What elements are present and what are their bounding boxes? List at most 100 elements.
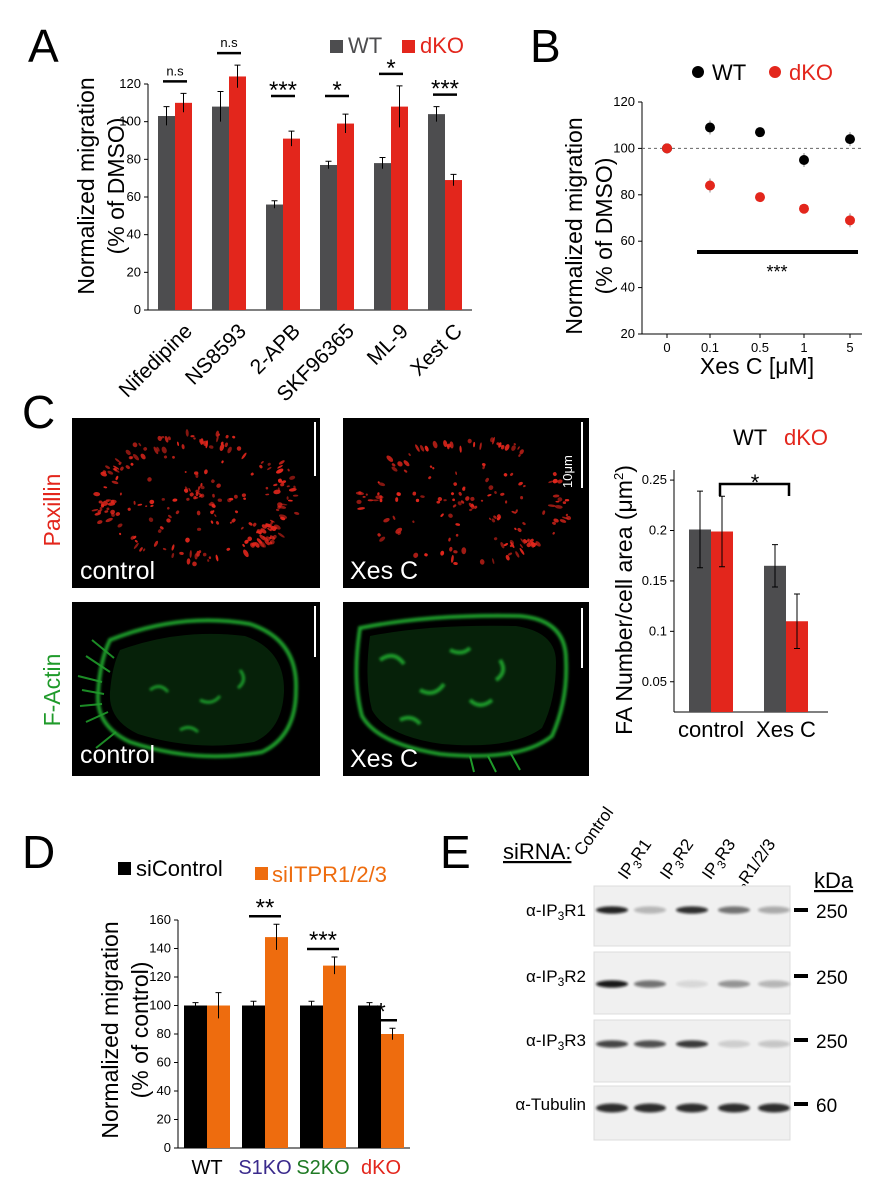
a-bar-WT bbox=[212, 106, 229, 310]
paxillin-spot bbox=[210, 520, 214, 524]
blot-band bbox=[596, 1103, 628, 1113]
paxillin-spot bbox=[455, 533, 459, 537]
a-errorbar bbox=[234, 64, 241, 88]
a-category-label: Xest C bbox=[406, 320, 467, 381]
paxillin-spot bbox=[446, 444, 450, 450]
a-ytick-label: 0 bbox=[134, 302, 141, 317]
paxillin-spot bbox=[403, 469, 408, 473]
paxillin-spot bbox=[485, 477, 489, 483]
paxillin-spot bbox=[224, 442, 228, 448]
d-ytick-label: 160 bbox=[149, 912, 171, 927]
paxillin-spot bbox=[204, 469, 208, 475]
d-errorbar bbox=[389, 1027, 396, 1040]
blot-band bbox=[676, 1103, 708, 1113]
d-ytick-label: 40 bbox=[157, 1083, 171, 1098]
paxillin-spot bbox=[256, 530, 259, 534]
paxillin-spot bbox=[195, 491, 199, 497]
paxillin-spot bbox=[492, 558, 495, 565]
blot-band bbox=[634, 906, 666, 914]
paxillin-spot bbox=[208, 503, 212, 506]
svg-text:Normalized migration: Normalized migration bbox=[561, 117, 587, 334]
paxillin-spot bbox=[482, 465, 486, 470]
paxillin-spot bbox=[562, 501, 567, 505]
image-label-xesc-2: Xes C bbox=[350, 745, 418, 773]
paxillin-spot bbox=[105, 517, 113, 523]
a-errorbar bbox=[163, 106, 170, 126]
paxillin-spot bbox=[504, 444, 510, 451]
actin-cell-outline-control bbox=[95, 618, 299, 759]
blot-band bbox=[596, 980, 628, 988]
paxillin-spot bbox=[193, 496, 199, 500]
a-ytick-label: 40 bbox=[127, 227, 141, 242]
panel-a-bar-chart: 020406080100120n.sNifedipinen.sNS8593***… bbox=[115, 35, 472, 406]
paxillin-spot bbox=[391, 466, 398, 472]
paxillin-spot bbox=[277, 502, 283, 508]
a-errorbar bbox=[271, 200, 278, 209]
paxillin-spot bbox=[412, 491, 417, 496]
paxillin-spot bbox=[526, 542, 531, 548]
c-ytick-label: 0.15 bbox=[642, 573, 667, 588]
paxillin-spot bbox=[133, 500, 136, 505]
paxillin-spot bbox=[125, 449, 131, 456]
a-sig-label: n.s bbox=[220, 35, 238, 50]
blot-band bbox=[596, 906, 628, 914]
paxillin-spot bbox=[292, 494, 299, 497]
svg-text:Normalized migration: Normalized migration bbox=[97, 921, 123, 1138]
paxillin-spot bbox=[157, 435, 162, 441]
paxillin-spot bbox=[214, 514, 217, 517]
a-sig-label: *** bbox=[269, 77, 297, 104]
blot-label-3: α-Tubulin bbox=[515, 1095, 586, 1114]
legend-b-wt-marker bbox=[692, 66, 704, 78]
paxillin-spot bbox=[166, 518, 171, 523]
paxillin-spot bbox=[193, 437, 196, 440]
scalebar-text: 10μm bbox=[560, 455, 575, 488]
paxillin-spot bbox=[189, 492, 194, 497]
paxillin-spot bbox=[286, 485, 290, 488]
lane-label-1: IP3R1 bbox=[614, 835, 658, 884]
sirna-label: siRNA: bbox=[503, 839, 571, 864]
paxillin-spot bbox=[215, 521, 220, 525]
paxillin-spot bbox=[120, 466, 124, 471]
paxillin-spot bbox=[114, 458, 120, 463]
b-ytick-label: 80 bbox=[621, 187, 635, 202]
paxillin-spot bbox=[429, 465, 433, 468]
paxillin-spot bbox=[231, 518, 236, 523]
d-ytick-label: 0 bbox=[164, 1140, 171, 1155]
actin-cell-body-xesc bbox=[367, 625, 556, 746]
paxillin-spot bbox=[513, 443, 517, 446]
paxillin-spot bbox=[470, 504, 474, 510]
paxillin-spot bbox=[240, 526, 244, 530]
d-ytick-label: 100 bbox=[149, 998, 171, 1013]
paxillin-spot bbox=[216, 483, 221, 488]
paxillin-spot bbox=[229, 521, 232, 524]
paxillin-spot bbox=[491, 518, 496, 523]
paxillin-spot bbox=[542, 510, 546, 515]
paxillin-spot bbox=[498, 516, 502, 520]
paxillin-spot bbox=[452, 498, 455, 502]
paxillin-spot bbox=[280, 516, 286, 521]
a-errorbar bbox=[379, 156, 386, 169]
paxillin-spot bbox=[440, 550, 445, 556]
c-errorbar bbox=[697, 490, 703, 569]
paxillin-spot bbox=[555, 500, 560, 503]
paxillin-spot bbox=[386, 455, 394, 462]
paxillin-spot bbox=[504, 500, 508, 504]
paxillin-spot bbox=[112, 465, 120, 470]
paxillin-spot bbox=[177, 441, 179, 446]
paxillin-spot bbox=[267, 527, 272, 532]
paxillin-spot bbox=[552, 531, 555, 535]
legend-b-wt-label: WT bbox=[712, 60, 746, 85]
paxillin-spot bbox=[211, 503, 216, 508]
c-bar-dKO bbox=[711, 531, 733, 712]
a-sig-label: * bbox=[332, 77, 341, 104]
a-category-label: ML-9 bbox=[363, 320, 413, 370]
panel-a-letter: A bbox=[28, 20, 59, 72]
paxillin-spot bbox=[99, 507, 103, 511]
paxillin-spot bbox=[564, 499, 570, 502]
paxillin-spot bbox=[227, 498, 232, 503]
paxillin-spot bbox=[505, 554, 510, 561]
legend-b-dko-marker bbox=[769, 66, 781, 78]
panel-a-ylabel: Normalized migration (% of DMSO) bbox=[73, 77, 129, 294]
d-category-label: S1KO bbox=[238, 1157, 291, 1179]
paxillin-spot bbox=[265, 523, 272, 528]
